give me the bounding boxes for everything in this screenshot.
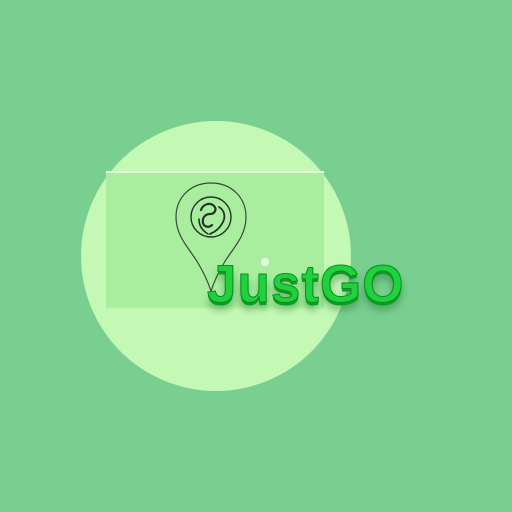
map-icon xyxy=(106,171,324,309)
brand-name: JustGO xyxy=(206,255,405,314)
sparkle-icon xyxy=(261,258,269,266)
map-pin-globe-icon xyxy=(175,182,247,293)
